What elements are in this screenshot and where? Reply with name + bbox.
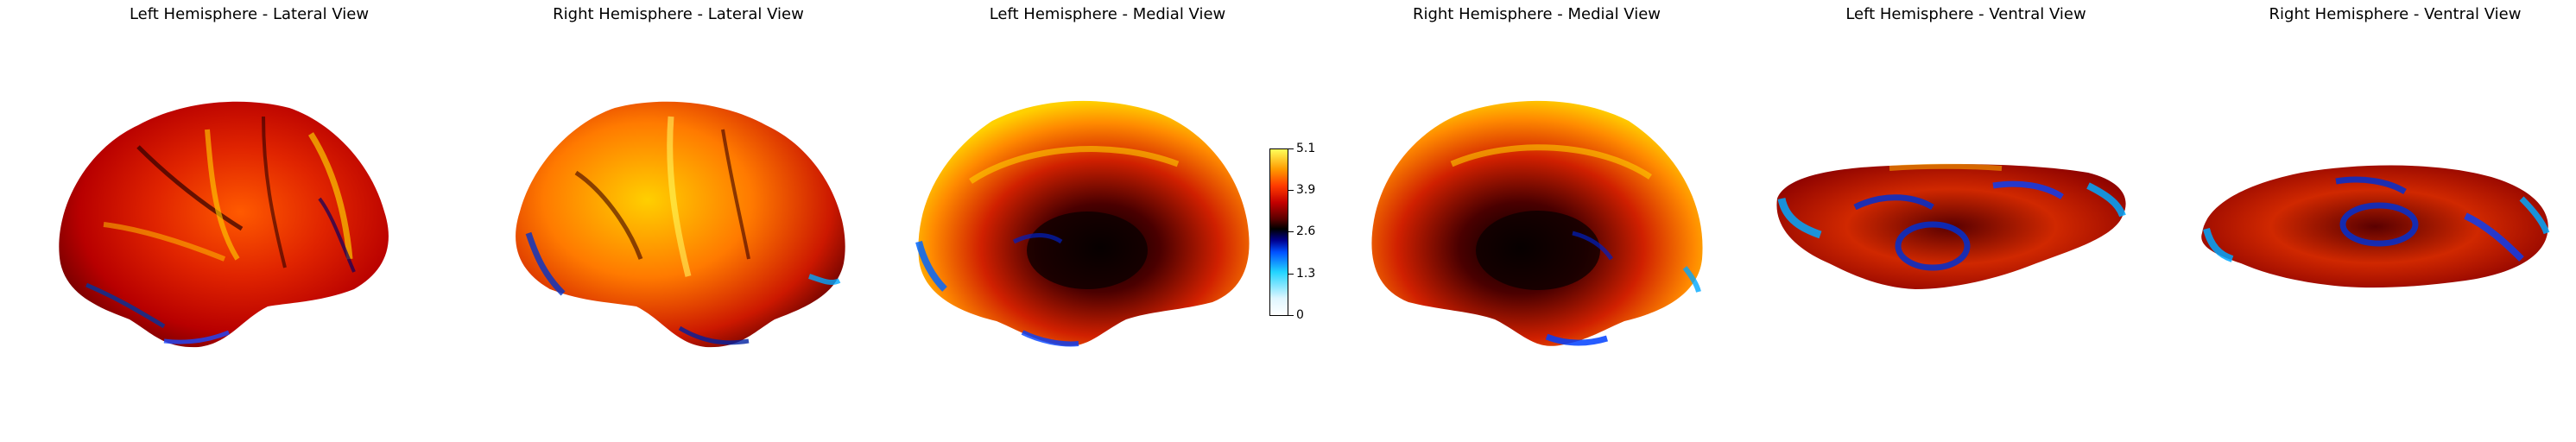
panel-title: Left Hemisphere - Ventral View [1845,5,2086,23]
colorbar-tick-label: 3.9 [1296,183,1316,197]
panel-right-ventral: Right Hemisphere - Ventral View [2180,0,2576,442]
panel-left-lateral: Left Hemisphere - Lateral View [35,0,464,442]
colorbar [1269,148,1288,316]
colorbar-tick [1288,231,1294,232]
colorbar-tick-label: 0 [1296,308,1304,322]
panel-right-lateral: Right Hemisphere - Lateral View [464,0,893,442]
colorbar-tick [1288,315,1294,316]
panel-title: Right Hemisphere - Medial View [1412,5,1661,23]
panel-title: Right Hemisphere - Lateral View [553,5,804,23]
colorbar-tick [1288,148,1294,149]
colorbar-tick [1288,274,1294,275]
panel-right-medial: Right Hemisphere - Medial View [1322,0,1751,442]
brain-surface-left-lateral-icon [59,101,389,348]
brain-surface-left-ventral-icon [1776,163,2126,289]
colorbar-tick-label: 2.6 [1296,224,1316,238]
panel-left-ventral: Left Hemisphere - Ventral View [1751,0,2180,442]
colorbar-tick-label: 5.1 [1296,142,1316,155]
panel-title: Left Hemisphere - Lateral View [129,5,370,23]
brain-surface-right-ventral-icon [2201,165,2550,288]
panel-title: Left Hemisphere - Medial View [989,5,1226,23]
colorbar-tick [1288,190,1294,191]
colorbar-tick-label: 1.3 [1296,267,1316,281]
brain-surface-left-medial-icon [915,100,1250,347]
panel-left-medial: Left Hemisphere - Medial View [893,0,1322,442]
brain-surface-right-lateral-icon [516,101,845,348]
panel-title: Right Hemisphere - Ventral View [2269,5,2522,23]
brain-surface-right-medial-icon [1371,100,1703,346]
